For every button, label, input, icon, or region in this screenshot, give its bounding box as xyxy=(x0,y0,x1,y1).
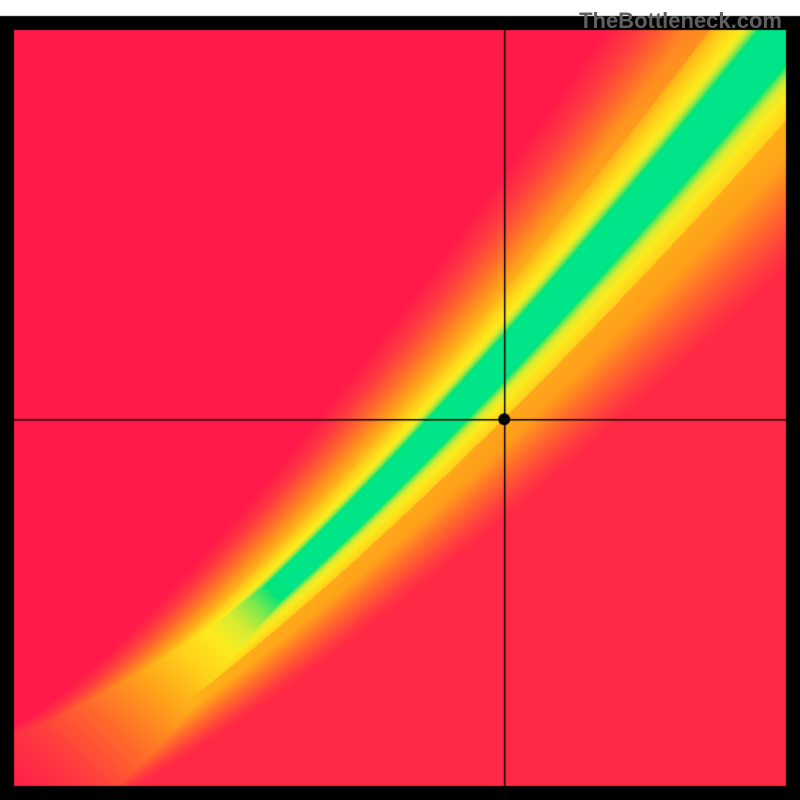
chart-container: TheBottleneck.com xyxy=(0,0,800,800)
watermark-text: TheBottleneck.com xyxy=(579,8,782,34)
heatmap-canvas xyxy=(0,0,800,800)
